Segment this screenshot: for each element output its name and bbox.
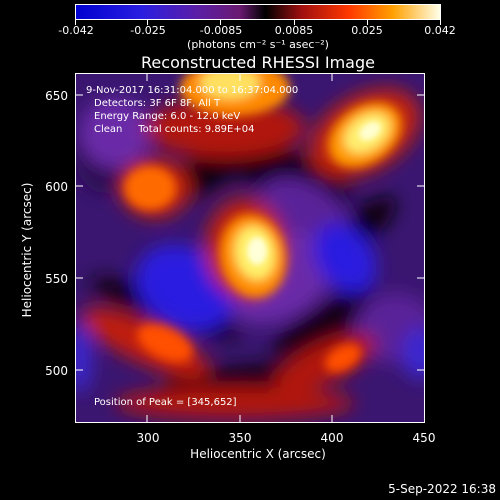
y-tick-label: 600 [45, 180, 68, 194]
energy-range-annotation: Energy Range: 6.0 - 12.0 keV [94, 111, 241, 122]
colorbar-units: (photons cm⁻² s⁻¹ asec⁻²) [187, 38, 329, 51]
colorbar-tick-label: 0.042 [424, 24, 456, 37]
colorbar [75, 4, 441, 20]
colorbar-tick-label: -0.0085 [199, 24, 243, 37]
y-tick-label: 500 [45, 364, 68, 378]
rhessi-image [75, 73, 425, 423]
colorbar-tick [294, 20, 295, 25]
colorbar-tick [367, 20, 368, 25]
colorbar-tick-label: -0.042 [58, 24, 94, 37]
peak-position-annotation: Position of Peak = [345,652] [94, 397, 237, 408]
y-tick-label: 650 [45, 89, 68, 103]
colorbar-tick [75, 20, 76, 25]
colorbar-tick [147, 20, 148, 25]
x-tick-label: 300 [136, 431, 160, 445]
x-tick-label: 450 [412, 431, 436, 445]
colorbar-tick [440, 20, 441, 25]
colorbar-tick-label: -0.025 [130, 24, 166, 37]
plot-title: Reconstructed RHESSI Image [141, 53, 375, 72]
detectors-annotation: Detectors: 3F 6F 8F, All T [94, 98, 221, 109]
colorbar-tick-label: 0.0085 [274, 24, 314, 37]
y-tick-label: 550 [45, 272, 68, 286]
x-tick-label: 400 [320, 431, 344, 445]
x-tick-label: 350 [228, 431, 252, 445]
colorbar-tick-label: 0.025 [351, 24, 383, 37]
clean-counts-annotation: Clean Total counts: 9.89E+04 [94, 124, 255, 135]
colorbar-tick [220, 20, 221, 25]
footer-timestamp: 5-Sep-2022 16:38 [388, 482, 496, 496]
time-range-annotation: 9-Nov-2017 16:31:04.000 to 16:37:04.000 [86, 85, 299, 96]
y-axis-label: Heliocentric Y (arcsec) [20, 182, 34, 318]
x-axis-label: Heliocentric X (arcsec) [190, 447, 326, 461]
